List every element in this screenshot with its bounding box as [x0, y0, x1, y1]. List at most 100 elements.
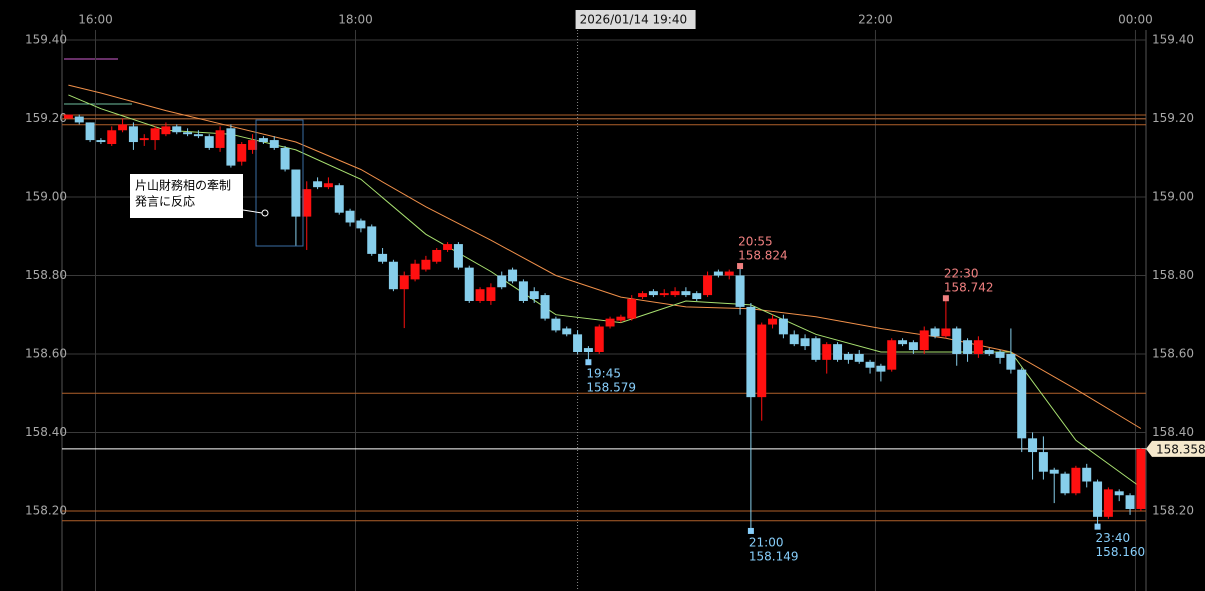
callout-connector — [242, 209, 263, 214]
candle-body — [963, 340, 973, 354]
candle-body — [193, 134, 203, 137]
candle-body — [443, 244, 453, 250]
candle-body — [367, 226, 377, 254]
candle-body — [464, 267, 474, 301]
candle-body — [421, 259, 431, 270]
candle-body — [995, 352, 1005, 358]
candle-body — [410, 263, 420, 280]
candle-body — [63, 114, 73, 119]
y-tick-label: 158.20 — [1152, 503, 1194, 517]
candle-body — [226, 128, 236, 166]
extreme-marker — [747, 527, 754, 534]
candle-body — [1038, 452, 1048, 472]
y-tick-label: 158.40 — [25, 425, 67, 439]
candle-body — [789, 334, 799, 345]
callout-text: 発言に反応 — [135, 195, 195, 209]
candle-body — [1071, 467, 1081, 494]
candle-body — [150, 128, 160, 141]
candle-body — [681, 291, 691, 296]
candle-body — [497, 275, 507, 288]
marker-price: 158.742 — [944, 281, 994, 295]
candle-body — [605, 318, 615, 327]
candle-body — [508, 269, 518, 282]
candle-body — [724, 271, 734, 276]
candle-body — [128, 126, 138, 143]
candle-body — [898, 340, 908, 345]
candle-body — [302, 189, 312, 217]
candle-body — [1049, 469, 1059, 474]
candle-body — [74, 116, 84, 123]
marker-price: 158.149 — [749, 549, 799, 563]
candle-body — [248, 140, 258, 150]
extreme-marker — [1094, 523, 1101, 530]
x-tick-label: 18:00 — [338, 13, 373, 27]
candle-body — [334, 185, 344, 213]
candle-body — [876, 365, 886, 372]
x-tick-label: 16:00 — [78, 13, 113, 27]
candle-body — [1103, 489, 1113, 517]
y-tick-label: 159.40 — [25, 33, 67, 47]
candle-body — [475, 289, 485, 301]
callout-box — [130, 174, 243, 218]
candle-body — [258, 138, 268, 143]
candle-body — [280, 147, 290, 170]
candle-body — [432, 249, 442, 262]
candle-body — [746, 306, 756, 398]
y-tick-label: 159.00 — [25, 189, 67, 203]
candle-body — [843, 353, 853, 360]
y-tick-label: 158.20 — [25, 503, 67, 517]
candle-body — [356, 220, 366, 229]
candle-body — [85, 122, 95, 141]
y-tick-label: 158.60 — [1152, 346, 1194, 360]
y-tick-label: 158.40 — [1152, 425, 1194, 439]
candle-body — [161, 126, 171, 135]
marker-time: 20:55 — [738, 235, 773, 249]
candle-body — [388, 261, 398, 290]
candle-body — [139, 138, 149, 141]
candle-body — [865, 361, 875, 368]
callout-text: 片山財務相の牽制 — [135, 178, 231, 193]
candle-body — [648, 291, 658, 296]
marker-price: 158.824 — [738, 249, 788, 263]
y-tick-label: 159.20 — [25, 111, 67, 125]
x-tick-label: 00:00 — [1118, 13, 1153, 27]
candle-body — [952, 328, 962, 354]
y-tick-label: 158.80 — [25, 268, 67, 282]
callout-dot — [261, 209, 269, 217]
candle-body — [573, 334, 583, 353]
candle-body — [345, 210, 355, 223]
candle-body — [486, 287, 496, 301]
candle-body — [854, 353, 864, 362]
candle-body — [692, 293, 702, 300]
candle-body — [833, 344, 843, 360]
candle-body — [291, 169, 301, 217]
extreme-marker — [942, 295, 949, 302]
y-tick-label: 158.60 — [25, 346, 67, 360]
candle-body — [703, 275, 713, 296]
candle-body — [757, 324, 767, 398]
candle-body — [399, 275, 409, 290]
candle-body — [215, 130, 225, 148]
candle-body — [670, 291, 680, 296]
marker-time: 21:00 — [749, 535, 784, 549]
candle-body — [204, 136, 214, 148]
candle-body — [172, 126, 182, 133]
candle-body — [540, 295, 550, 319]
candle-body — [638, 293, 648, 298]
candle-body — [269, 140, 279, 148]
candle-body — [973, 340, 983, 354]
candle-body — [518, 281, 528, 301]
crosshair-label: 2026/01/14 19:40 — [580, 13, 688, 27]
candle-body — [562, 328, 572, 335]
candle-body — [237, 144, 247, 162]
marker-time: 22:30 — [944, 267, 979, 281]
candle-body — [735, 275, 745, 307]
candle-body — [887, 340, 897, 370]
candle-body — [96, 140, 106, 143]
candle-body — [529, 291, 539, 300]
candle-body — [583, 348, 593, 353]
candle-body — [183, 132, 193, 135]
